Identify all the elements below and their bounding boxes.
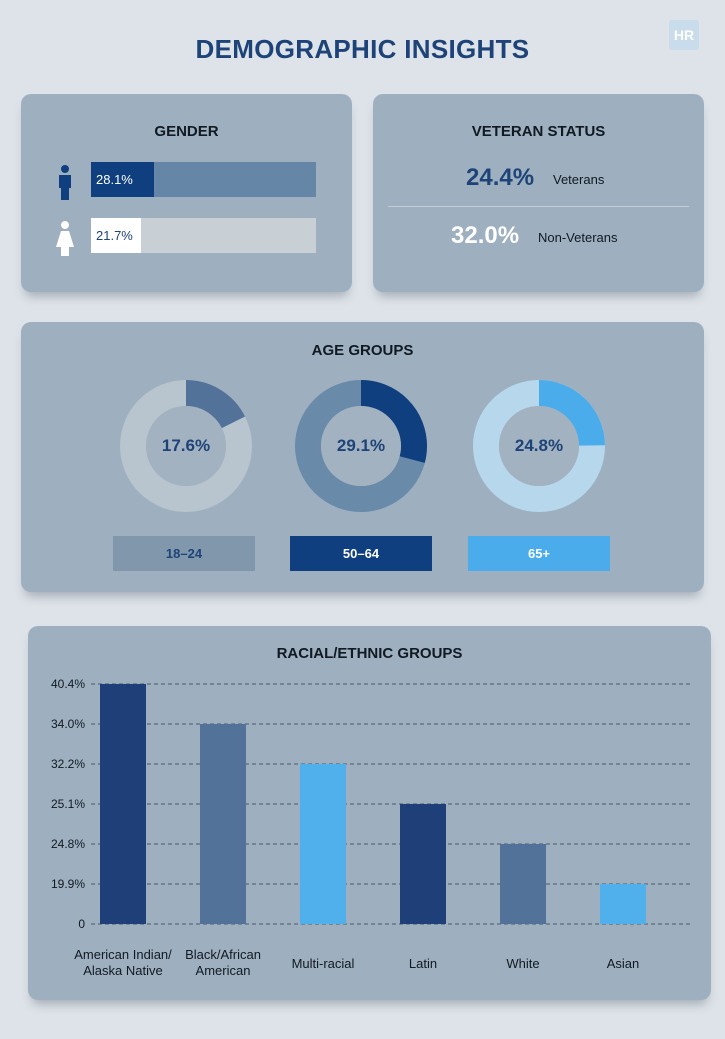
- age-groups-title: AGE GROUPS: [311, 342, 414, 359]
- age-donut-svg-18-24: [120, 380, 252, 512]
- veteran-title: VETERAN STATUS: [471, 123, 606, 140]
- age-donut-65-plus: 24.8%: [471, 378, 607, 514]
- veteran-label: Veterans: [553, 172, 605, 187]
- age-groups-card: AGE GROUPS 17.6% 29.1% 24.8% 18–24 50–64…: [21, 322, 704, 592]
- gender-bar-fill-male: [91, 162, 154, 197]
- y-tick-label: 32.2%: [51, 757, 85, 771]
- racial-card: RACIAL/ETHNIC GROUPS 0 19.9% 24.8% 25.1% 32.…: [28, 626, 711, 1000]
- bar: [600, 884, 646, 924]
- gender-card: GENDER 28.1% 21.7%: [21, 94, 352, 292]
- logo: HR: [669, 20, 699, 50]
- gender-bar-fill-female: [91, 218, 141, 253]
- age-donut-center-18-24: [146, 406, 226, 486]
- age-donut-center-50-64: [321, 406, 401, 486]
- page-title: DEMOGRAPHIC INSIGHTS: [195, 34, 530, 64]
- age-tag-50-64: 50–64: [290, 536, 432, 571]
- veteran-row: 24.4% Veterans: [373, 164, 704, 198]
- y-tick-label: 24.8%: [51, 837, 85, 851]
- bar: [300, 764, 346, 924]
- x-tick-label: Latin: [409, 956, 437, 971]
- y-tick-label: 0: [78, 917, 85, 931]
- female-icon: [56, 221, 74, 256]
- age-donut-center-65-plus: [499, 406, 579, 486]
- age-donut-segment-50-64: [295, 380, 427, 512]
- age-tag-65-plus: 65+: [468, 536, 610, 571]
- non-veteran-label: Non-Veterans: [538, 230, 618, 245]
- gender-row-female: 21.7%: [21, 218, 352, 256]
- age-donut-svg-65-plus: [473, 380, 605, 512]
- racial-chart-title: RACIAL/ETHNIC GROUPS: [276, 645, 463, 662]
- male-icon: [59, 165, 71, 200]
- y-tick-label: 19.9%: [51, 877, 85, 891]
- veteran-divider: [388, 206, 689, 207]
- x-tick-label: Black/African American: [185, 947, 261, 978]
- veteran-value: 24.4%: [466, 164, 535, 191]
- y-tick-label: 40.4%: [51, 677, 85, 691]
- gender-title: GENDER: [154, 123, 219, 140]
- age-donut-50-64: 29.1%: [293, 378, 429, 514]
- bar: [100, 684, 146, 924]
- x-tick-label: Asian: [607, 956, 640, 971]
- veteran-card: VETERAN STATUS 24.4% Veterans 32.0% Non-…: [373, 94, 704, 292]
- x-tick-label: Multi-racial: [292, 956, 355, 971]
- gender-value-male: 28.1%: [96, 172, 133, 187]
- age-donut-segment-18-24: [120, 380, 252, 512]
- gender-bar-female: 21.7%: [91, 218, 316, 253]
- x-tick-label: American Indian/Alaska Native: [74, 947, 172, 978]
- x-tick-label: White: [506, 956, 539, 971]
- age-value-65-plus: 24.8%: [514, 436, 564, 455]
- y-tick-label: 34.0%: [51, 717, 85, 731]
- gender-value-female: 21.7%: [96, 228, 133, 243]
- non-veteran-row: 32.0% Non-Veterans: [373, 222, 704, 256]
- age-value-50-64: 29.1%: [336, 436, 386, 455]
- gender-bar-male: 28.1%: [91, 162, 316, 197]
- bar: [400, 804, 446, 924]
- y-tick-label: 25.1%: [51, 797, 85, 811]
- age-donut-svg-50-64: [295, 380, 427, 512]
- age-donut-segment-65-plus: [473, 380, 605, 512]
- gender-row-male: 28.1%: [21, 162, 352, 200]
- age-donut-18-24: 17.6%: [118, 378, 254, 514]
- bar: [500, 844, 546, 924]
- age-tag-18-24: 18–24: [113, 536, 255, 571]
- age-value-18-24: 17.6%: [161, 436, 211, 455]
- racial-bar-chart: 0 19.9% 24.8% 25.1% 32.2% 34.0% 40.4% American …: [51, 677, 691, 978]
- bar: [200, 724, 246, 924]
- non-veteran-value: 32.0%: [451, 222, 520, 249]
